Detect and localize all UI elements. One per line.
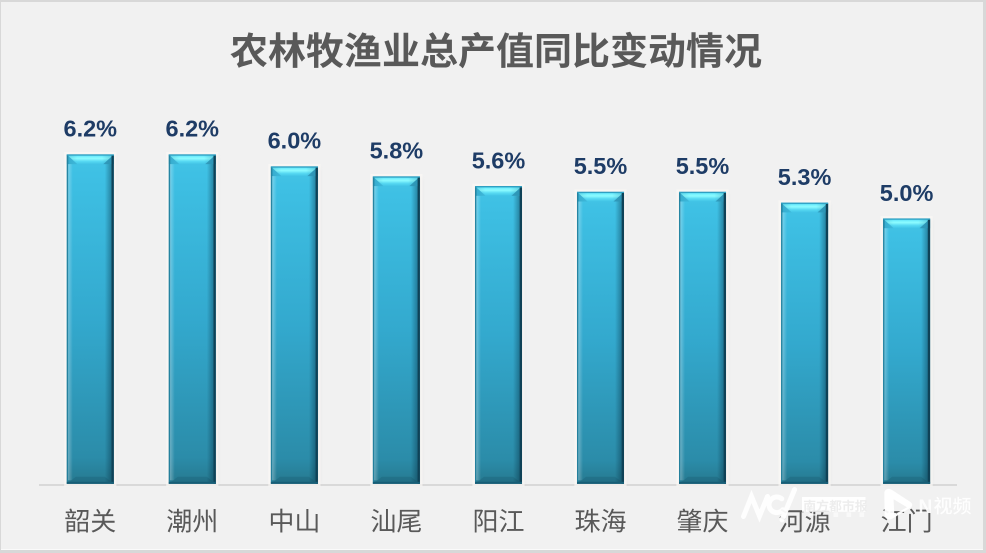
svg-text:5.0%: 5.0% (880, 180, 934, 206)
svg-text:5.5%: 5.5% (574, 153, 628, 179)
svg-text:5.8%: 5.8% (370, 138, 424, 164)
svg-text:5.5%: 5.5% (676, 153, 730, 179)
svg-text:5.3%: 5.3% (778, 164, 832, 190)
svg-text:6.2%: 6.2% (166, 116, 220, 142)
svg-text:6.2%: 6.2% (64, 116, 118, 142)
svg-text:N: N (919, 497, 933, 518)
svg-text:6.0%: 6.0% (268, 128, 322, 154)
svg-text:5.6%: 5.6% (472, 147, 526, 173)
